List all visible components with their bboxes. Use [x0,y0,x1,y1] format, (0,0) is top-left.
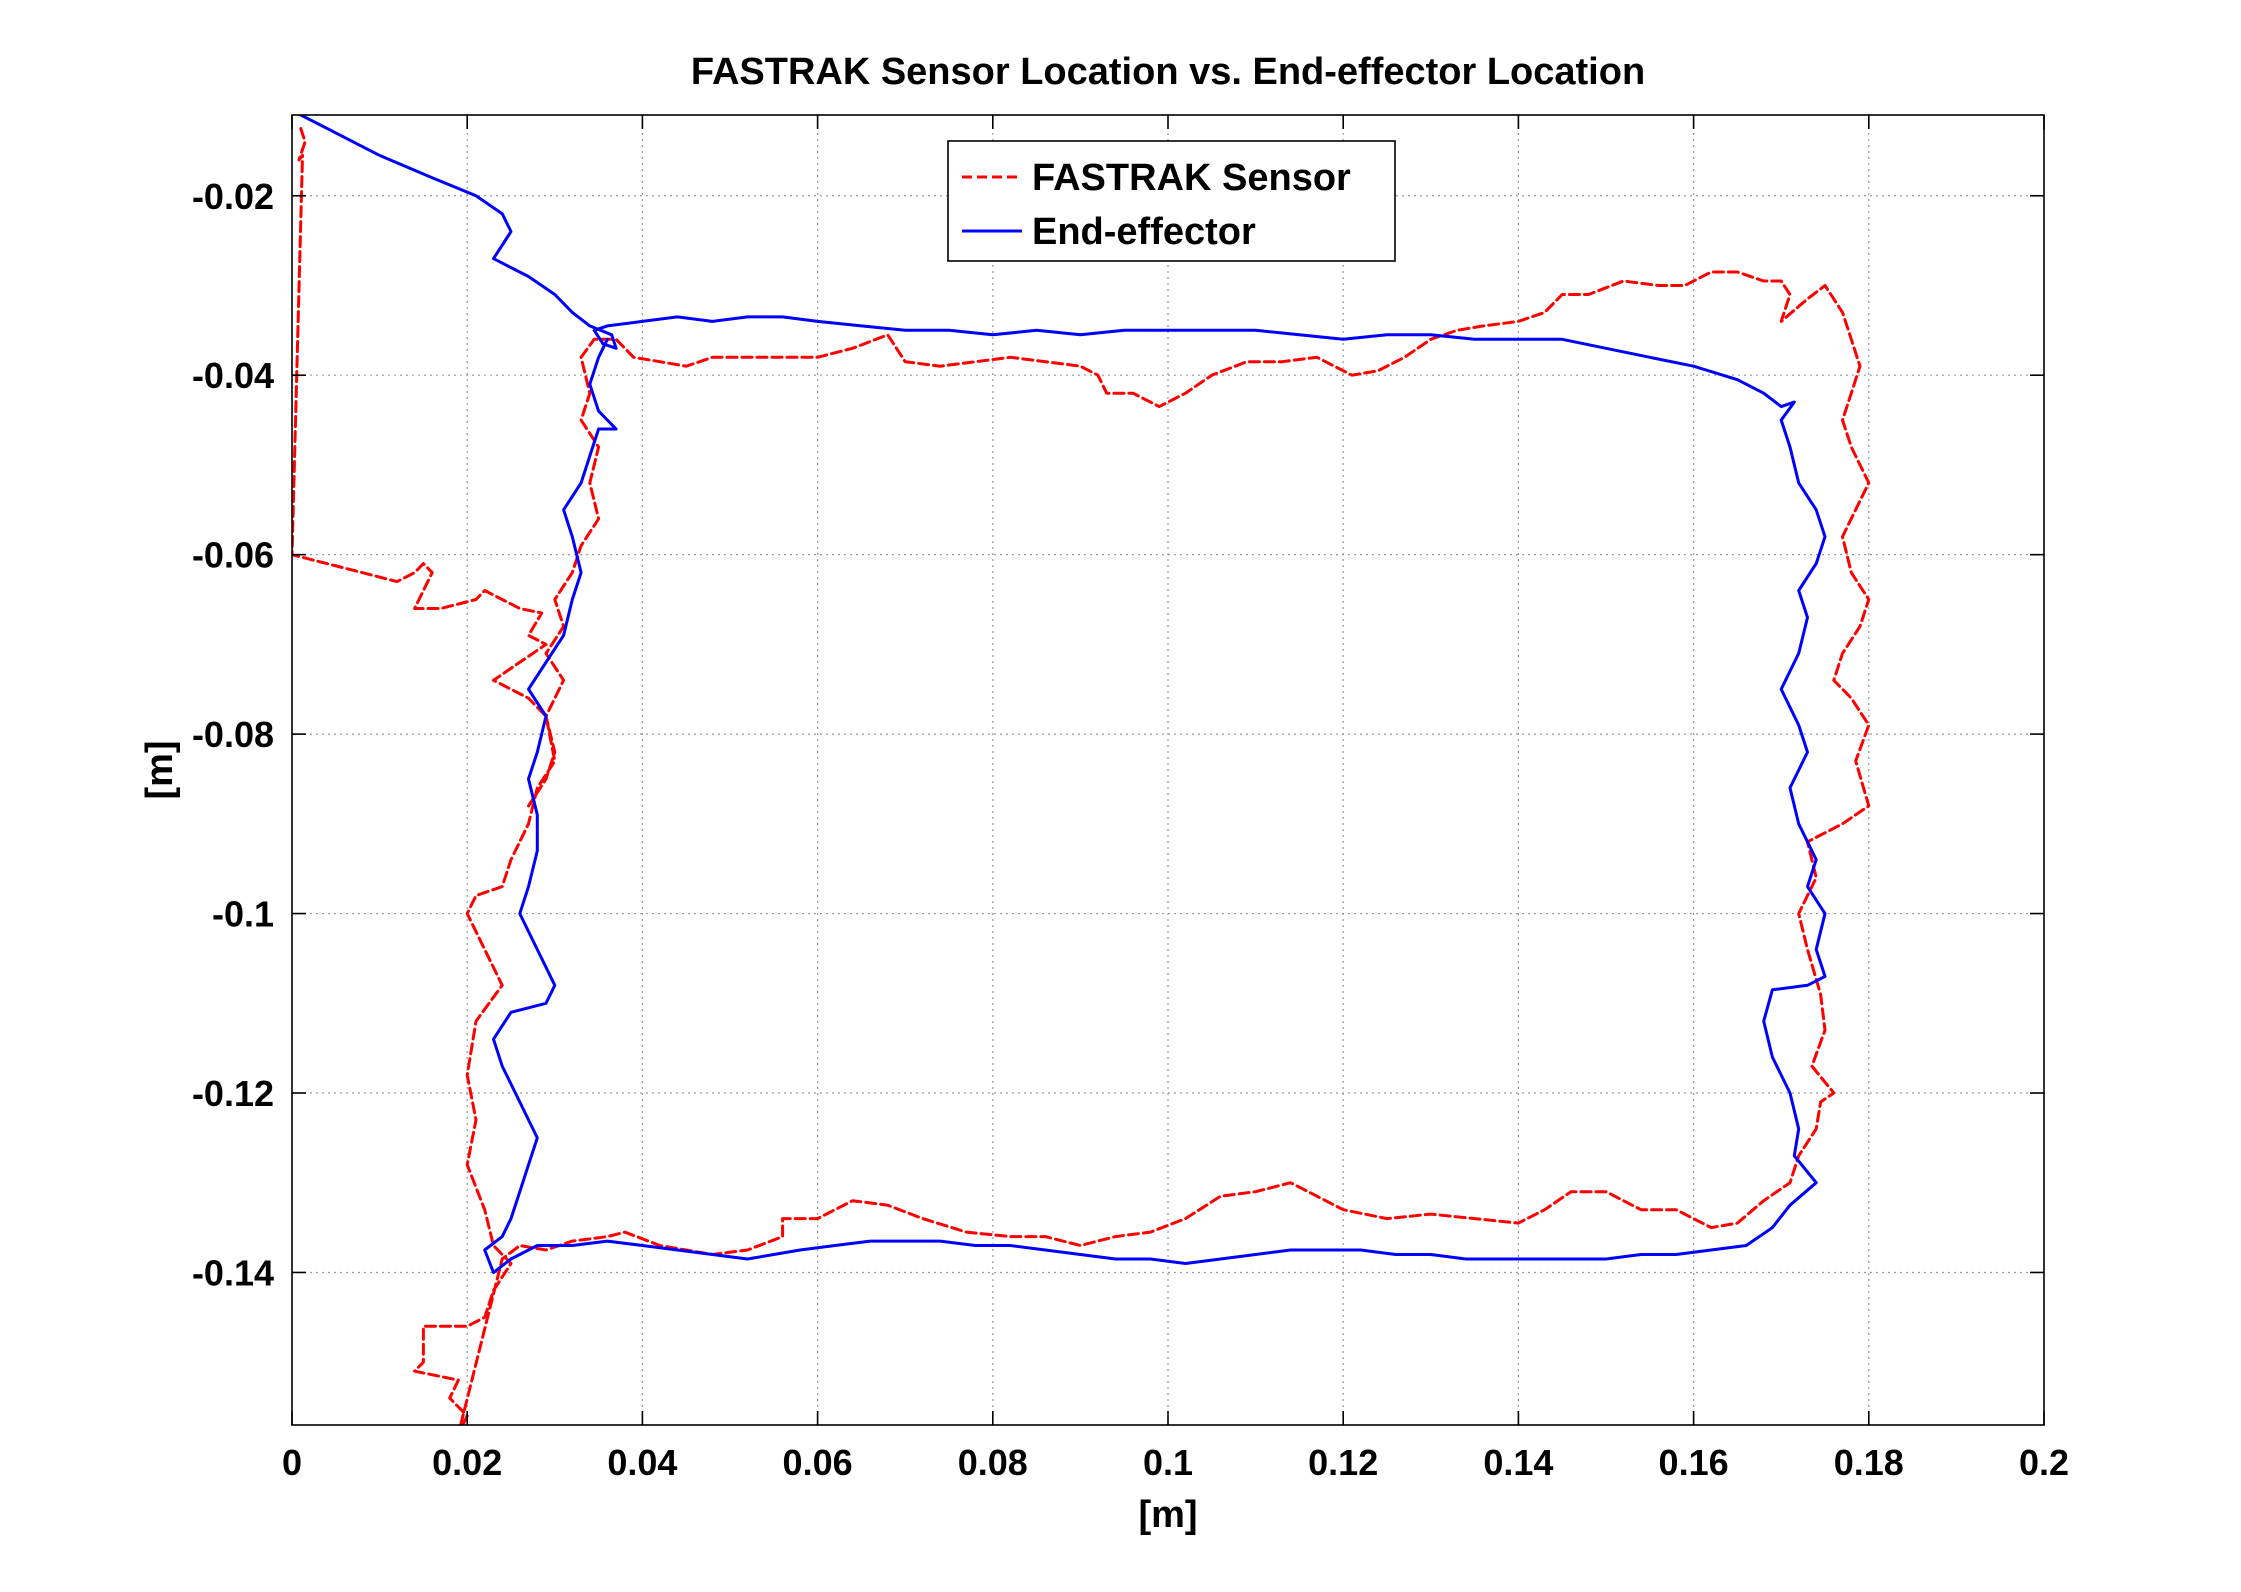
x-tick-label: 0.1 [1143,1442,1193,1483]
y-tick-labels: -0.02 -0.04 -0.06 -0.08 -0.1 -0.12 -0.14 [192,176,274,1294]
x-tick-label: 0.06 [783,1442,853,1483]
legend-box [947,140,1396,262]
x-tick-label: 0.02 [432,1442,502,1483]
series-line-end-effector [297,115,1827,1274]
x-tick-label: 0.08 [958,1442,1028,1483]
x-gridlines [466,115,1870,1425]
y-tick-label: -0.08 [192,714,274,755]
chart-title: FASTRAK Sensor Location vs. End-effector… [691,51,1645,93]
x-tick-label: 0.14 [1483,1442,1553,1483]
x-tick-label: 0.16 [1659,1442,1729,1483]
y-tick-label: -0.02 [192,176,274,217]
y-tick-label: -0.12 [192,1073,274,1114]
x-axis-label: [m] [1138,1494,1197,1536]
x-tick-labels: 0 0.02 0.04 0.06 0.08 0.1 0.12 0.14 0.16 0.18 0.2 [282,1442,2069,1483]
y-axis-label: [m] [139,740,181,799]
series-layer [292,115,1871,1425]
series-line-fastrak-sensor [292,127,1871,1425]
x-tick-label: 0.2 [2019,1442,2069,1483]
y-tick-label: -0.04 [192,355,274,396]
x-tick-label: 0 [282,1442,302,1483]
x-tick-label: 0.12 [1308,1442,1378,1483]
x-tick-label: 0.04 [607,1442,677,1483]
y-tick-label: -0.1 [212,894,274,935]
legend-label-fastrak-sensor: FASTRAK Sensor [1032,157,1351,199]
legend-label-end-effector: End-effector [1032,211,1256,253]
legend: FASTRAK Sensor End-effector [947,140,1396,262]
axis-ticks [291,115,2045,1425]
y-tick-label: -0.14 [192,1252,274,1293]
y-tick-label: -0.06 [192,535,274,576]
x-tick-label: 0.18 [1834,1442,1904,1483]
